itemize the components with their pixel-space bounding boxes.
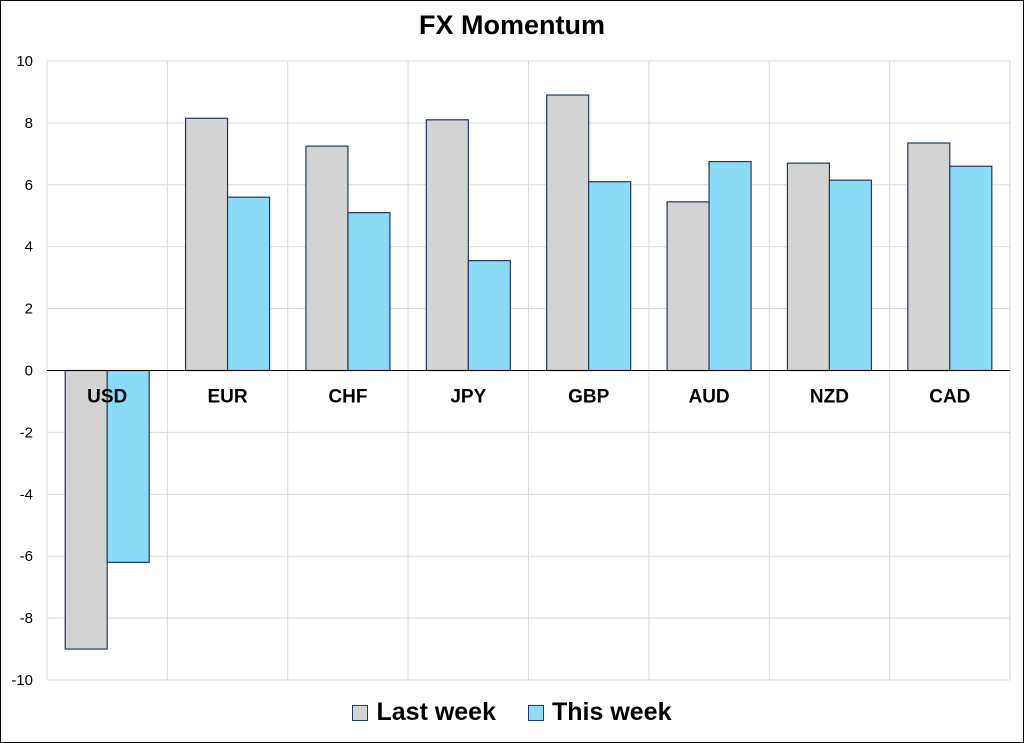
bar-this-week-cad [949, 165, 993, 372]
y-tick-label: 4 [25, 239, 33, 256]
bar-last-week-usd [64, 369, 108, 650]
bar-last-week-eur [184, 117, 229, 372]
bar-this-week-jpy [467, 260, 511, 372]
category-label-usd: USD [87, 387, 127, 408]
legend-item-last-week: Last week [352, 698, 496, 727]
category-label-gbp: GBP [568, 387, 610, 408]
y-tick-label: 10 [16, 53, 33, 70]
bar-last-week-jpy [425, 119, 469, 372]
bar-this-week-eur [226, 196, 271, 372]
legend-label-this-week: This week [552, 698, 672, 726]
legend-swatch-this-week [528, 704, 544, 721]
bar-this-week-usd [106, 369, 150, 563]
y-tick-label: -8 [20, 610, 33, 627]
bar-this-week-gbp [588, 181, 632, 372]
legend: Last week This week [0, 698, 1024, 727]
bar-this-week-aud [708, 160, 752, 372]
y-tick-label: 6 [25, 177, 33, 194]
bar-last-week-gbp [546, 94, 590, 372]
category-label-eur: EUR [208, 387, 248, 408]
y-tick-label: -2 [20, 424, 33, 441]
y-tick-label: -4 [20, 486, 33, 503]
y-tick-label: 2 [25, 301, 33, 318]
bar-this-week-chf [347, 212, 391, 372]
category-label-cad: CAD [929, 387, 970, 408]
y-tick-label: 8 [25, 115, 33, 132]
legend-label-last-week: Last week [376, 698, 496, 726]
bar-last-week-chf [305, 145, 349, 372]
bar-last-week-aud [666, 201, 710, 372]
y-tick-label: 0 [25, 363, 33, 380]
chart-title: FX Momentum [419, 10, 605, 40]
bar-last-week-nzd [786, 162, 831, 372]
category-label-chf: CHF [328, 387, 367, 408]
y-tick-label: -6 [20, 548, 33, 565]
category-label-jpy: JPY [450, 387, 486, 408]
y-tick-label: -10 [11, 672, 33, 689]
category-label-nzd: NZD [810, 387, 849, 408]
bar-last-week-cad [907, 142, 951, 372]
category-label-aud: AUD [688, 387, 729, 408]
legend-swatch-last-week [352, 704, 369, 721]
legend-item-this-week: This week [528, 698, 672, 727]
bar-this-week-nzd [828, 179, 873, 372]
